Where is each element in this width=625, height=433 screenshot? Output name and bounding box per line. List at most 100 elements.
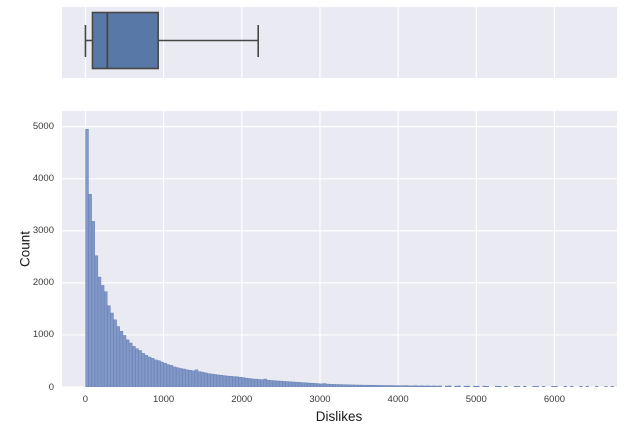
histogram-bar [585,386,589,387]
histogram-bar [301,382,305,387]
histogram-bar [604,386,608,387]
histogram-bar [138,350,142,387]
histogram-bar [523,385,527,387]
histogram-bar [122,335,127,387]
histogram-bar [551,386,555,387]
histogram-bar [285,381,289,387]
histogram-bar [391,385,396,387]
histogram-bar [185,369,189,387]
histogram-bar [485,385,489,387]
histogram-bar [594,386,599,387]
histogram-bar [88,194,92,387]
histogram-bar [360,384,364,387]
histogram-bar [310,382,314,387]
histogram-bar [463,385,468,387]
histogram-bar [132,346,136,387]
histogram-bar [163,363,167,387]
histogram-bar [482,385,486,387]
histogram-bar [157,360,161,387]
histogram-bar [172,366,177,387]
histogram-bar [194,369,199,387]
histogram-bar [113,319,117,387]
histogram-bar [532,386,536,387]
x-axis-tick-label: 3000 [309,394,331,405]
histogram-bar [179,368,183,387]
histogram-bar [476,385,480,387]
histogram-bar [263,378,267,387]
histogram-bar [150,358,155,387]
histogram-bar [454,385,458,387]
histogram-bar [466,385,471,387]
histogram-bar [535,386,539,387]
histogram-bar [357,384,361,387]
histogram-bar [251,378,255,387]
y-axis-tick-label: 1000 [32,329,54,341]
histogram-bar [504,385,508,387]
histogram-bar [204,372,208,387]
boxplot-svg [84,7,556,78]
histogram-bar [291,381,296,387]
histogram-bar [363,384,367,387]
histogram-bar [448,385,452,387]
boxplot-panel [62,7,617,78]
histogram-bar [413,385,418,387]
x-axis-tick-label: 5000 [465,394,487,405]
histogram-bar [147,356,152,387]
histogram-bar [104,291,108,387]
histogram-bar [282,381,286,387]
histogram-bar [372,385,377,387]
histogram-bar [513,385,518,387]
histogram-bar [347,384,352,387]
histogram-bar [516,386,521,387]
histogram-bar [366,384,371,387]
histogram-bar [207,373,211,387]
histogram-bar [288,381,292,387]
histogram-bar [201,371,205,387]
histogram-bar [385,385,389,387]
x-axis-tick-label: 1000 [153,394,175,405]
histogram-bar [401,385,405,387]
histogram-bar [438,385,443,387]
histogram-bar [279,380,283,387]
histogram-bar [100,285,105,387]
histogram-bar [579,386,583,387]
histogram-bar [426,385,430,387]
histogram-bar [394,385,399,387]
histogram-bar [332,384,336,387]
histogram-bar [107,305,111,387]
histogram-bar [404,385,408,387]
histogram-bar [329,384,333,387]
x-axis-tick-label: 6000 [543,394,566,405]
x-axis-tick-label: 2000 [231,394,253,405]
histogram-bar [407,385,411,387]
histogram-bar [188,370,192,387]
histogram-bar [307,382,311,387]
histogram-bar [226,375,230,387]
histogram-bar [219,375,224,387]
histogram-bar [379,385,383,387]
histogram-bar [416,385,421,387]
histogram-bar [294,381,299,387]
histogram-bar [376,385,380,387]
histogram-bar [351,384,355,387]
y-axis-tick-label: 0 [48,381,54,393]
histogram-panel [62,111,617,387]
histogram-bar [457,385,461,387]
histogram-bar [541,386,546,387]
histogram-bar [176,367,180,387]
histogram-bar [91,221,95,387]
histogram-bar [197,371,202,387]
x-axis-label: Dislikes [315,409,363,424]
x-axis-tick-label: 4000 [387,394,409,405]
histogram-bar [610,386,615,387]
histogram-bar [429,385,433,387]
histogram-bar [116,326,120,387]
histogram-bar [160,361,164,387]
histogram-bar [563,386,568,387]
histogram-bar [257,379,261,387]
histogram-bar [432,385,436,387]
histogram-bar [260,379,264,387]
histogram-bar [473,385,477,387]
histogram-bar [210,373,214,387]
histogram-bar [388,385,393,387]
